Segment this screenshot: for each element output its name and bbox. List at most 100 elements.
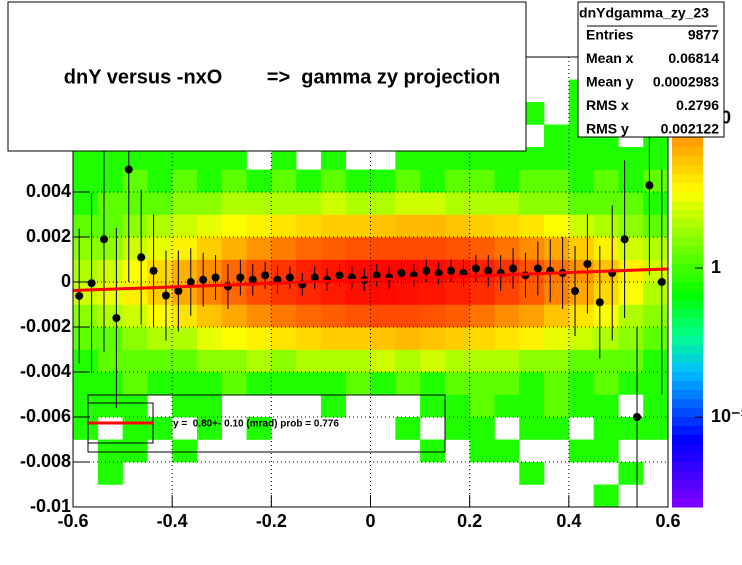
heatmap-cell: [469, 394, 495, 418]
heatmap-cell: [221, 147, 247, 170]
heatmap-cell: [618, 440, 643, 463]
palette-band: [672, 345, 703, 355]
heatmap-cell: [271, 462, 296, 485]
heatmap-cell: [320, 147, 347, 170]
heatmap-cell: [122, 439, 148, 463]
heatmap-cell: [222, 462, 247, 485]
palette-band: [672, 174, 703, 184]
heatmap-cell: [246, 417, 272, 440]
heatmap-cell: [147, 462, 172, 485]
heatmap-cell: [618, 304, 644, 328]
profile-point: [174, 287, 183, 295]
heatmap-cell: [271, 327, 297, 350]
profile-point: [124, 165, 133, 174]
profile-point: [211, 273, 220, 282]
palette-band: [672, 147, 703, 157]
heatmap-cell: [271, 169, 297, 193]
heatmap-cell: [643, 214, 668, 238]
heatmap-cell: [271, 214, 297, 238]
heatmap-cell: [246, 192, 272, 215]
heatmap-cell: [370, 237, 396, 260]
heatmap-cell: [519, 147, 545, 170]
heatmap-cell: [122, 327, 148, 350]
z-tick-label: 10⁻¹: [711, 406, 742, 426]
heatmap-cell: [221, 192, 247, 215]
heatmap-cell: [73, 485, 98, 508]
y-tick-label: -0.002: [20, 316, 71, 336]
heatmap-cell: [172, 349, 198, 373]
profile-point: [533, 264, 542, 273]
heatmap-cell: [196, 349, 223, 373]
heatmap-cell: [593, 417, 619, 440]
heatmap-cell: [97, 349, 123, 373]
heatmap-cell: [345, 349, 371, 373]
heatmap-cell: [544, 462, 569, 485]
heatmap-cell: [494, 169, 520, 193]
heatmap-cell: [593, 169, 619, 193]
heatmap-cell: [420, 237, 446, 260]
heatmap-cell: [544, 147, 570, 170]
palette-band: [672, 444, 703, 454]
heatmap-cell: [345, 282, 371, 305]
heatmap-cell: [172, 237, 198, 260]
heatmap-cell: [346, 440, 371, 463]
heatmap-cell: [122, 417, 148, 440]
stats-label: RMS y: [586, 121, 629, 137]
heatmap-cell: [544, 349, 570, 373]
fit-legend-label: y = 0.80+- 0.10 (mrad) prob = 0.776: [173, 419, 339, 430]
heatmap-cell: [568, 327, 594, 350]
heatmap-cell: [643, 417, 668, 440]
heatmap-cell: [643, 394, 668, 418]
heatmap-cell: [123, 462, 148, 485]
heatmap-cell: [221, 372, 247, 395]
heatmap-cell: [469, 282, 495, 305]
heatmap-cell: [643, 462, 668, 485]
heatmap-cell: [73, 417, 99, 440]
heatmap-cell: [147, 214, 173, 238]
heatmap-cell: [618, 327, 644, 350]
y-tick-label: -0.004: [20, 361, 71, 381]
heatmap-cell: [346, 485, 371, 508]
heatmap-cell: [445, 440, 470, 463]
heatmap-cell: [444, 147, 470, 170]
heatmap-cell: [469, 417, 495, 440]
heatmap-cell: [196, 394, 223, 418]
heatmap-cell: [445, 485, 470, 508]
heatmap-cell: [445, 462, 470, 485]
heatmap-cell: [469, 327, 495, 350]
heatmap-cell: [97, 327, 123, 350]
palette-band: [672, 417, 703, 427]
palette-band: [672, 399, 703, 409]
heatmap-cell: [593, 439, 619, 463]
heatmap-cell: [197, 462, 222, 485]
heatmap-cell: [172, 192, 198, 215]
heatmap-cell: [73, 349, 99, 373]
heatmap-cell: [519, 282, 545, 305]
heatmap-cell: [296, 440, 321, 463]
heatmap-cell: [519, 237, 545, 260]
profile-point: [633, 413, 642, 421]
profile-point: [484, 266, 493, 275]
heatmap-cell: [321, 440, 346, 463]
heatmap-cell: [196, 192, 223, 215]
heatmap-cell: [97, 372, 123, 395]
stats-value: 0.0002983: [653, 74, 719, 90]
heatmap-cell: [122, 169, 148, 193]
heatmap-cell: [544, 327, 570, 350]
heatmap-cell: [494, 304, 520, 328]
heatmap-cell: [196, 304, 223, 328]
heatmap-cell: [643, 237, 668, 260]
heatmap-cell: [345, 327, 371, 350]
heatmap-cell: [122, 349, 148, 373]
heatmap-cell: [221, 237, 247, 260]
palette-band: [672, 219, 703, 229]
heatmap-cell: [544, 440, 569, 463]
heatmap-cell: [593, 237, 619, 260]
heatmap-cell: [420, 349, 446, 373]
heatmap-cell: [569, 417, 594, 440]
heatmap-cell: [346, 417, 371, 440]
heatmap-cell: [247, 485, 272, 508]
heatmap-cell: [271, 372, 297, 395]
heatmap-cell: [370, 169, 396, 193]
heatmap-cell: [370, 372, 396, 395]
